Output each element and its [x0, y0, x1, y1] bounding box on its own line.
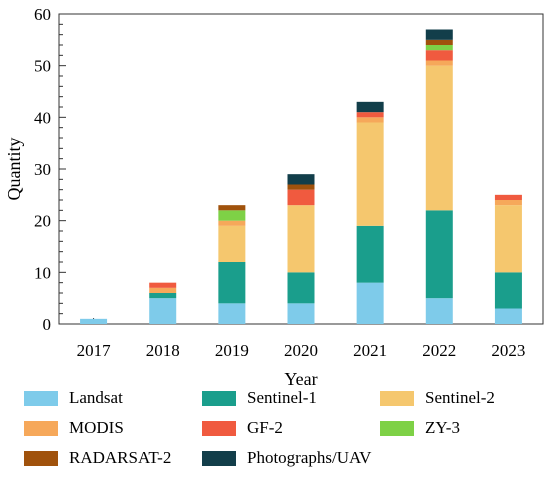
- y-tick-label: 40: [34, 108, 51, 127]
- y-axis-label: Quantity: [4, 138, 24, 201]
- y-tick-label: 10: [34, 263, 51, 282]
- bar-segment-gf-2: [425, 50, 453, 61]
- bar-segment-gf-2: [494, 194, 522, 200]
- bar-segment-landsat: [494, 308, 522, 324]
- bar-segment-landsat: [80, 318, 108, 324]
- bar-segment-sentinel-2: [218, 225, 246, 262]
- bar-segment-gf-2: [356, 112, 384, 118]
- y-tick-label: 0: [43, 315, 52, 334]
- bar-segment-sentinel-1: [425, 210, 453, 299]
- y-tick-label: 60: [34, 5, 51, 24]
- bar-segment-modis: [218, 220, 246, 226]
- y-tick-label: 50: [34, 57, 51, 76]
- bar-segment-modis: [356, 117, 384, 123]
- x-tick-label: 2022: [422, 341, 456, 360]
- bar-segment-landsat: [425, 298, 453, 324]
- bar-segment-zy-3: [218, 210, 246, 221]
- x-axis-label: Year: [284, 369, 317, 389]
- bar-segment-sentinel-1: [218, 262, 246, 304]
- x-tick-label: 2023: [491, 341, 525, 360]
- bar-segment-modis: [494, 200, 522, 206]
- x-tick-label: 2020: [284, 341, 318, 360]
- bar-segment-zy-3: [425, 45, 453, 51]
- bar-segment-radarsat-2: [425, 39, 453, 45]
- x-tick-label: 2019: [215, 341, 249, 360]
- y-axis: 0 10 20 30 40 50 60: [34, 5, 66, 334]
- bar-segment-gf-2: [149, 282, 177, 288]
- bar-segment-photographs-uav: [356, 101, 384, 113]
- x-axis: 2017 2018 2019 2020 2021 2022 2023: [77, 318, 525, 360]
- bars-group: [80, 29, 522, 324]
- bar-segment-sentinel-1: [494, 272, 522, 309]
- y-tick-label: 30: [34, 160, 51, 179]
- bar-segment-modis: [425, 60, 453, 66]
- y-tick-label: 20: [34, 212, 51, 231]
- bar-segment-sentinel-1: [287, 272, 315, 304]
- bar-segment-photographs-uav: [425, 29, 453, 40]
- x-tick-label: 2017: [77, 341, 112, 360]
- bar-segment-sentinel-1: [149, 293, 177, 299]
- x-tick-label: 2021: [353, 341, 387, 360]
- bar-segment-landsat: [287, 303, 315, 324]
- bar-segment-landsat: [356, 282, 384, 324]
- bar-segment-landsat: [218, 303, 246, 324]
- bar-segment-sentinel-2: [287, 205, 315, 273]
- bar-segment-radarsat-2: [287, 184, 315, 190]
- bar-segment-photographs-uav: [287, 174, 315, 185]
- bar-segment-gf-2: [287, 189, 315, 206]
- bar-segment-sentinel-2: [425, 65, 453, 211]
- x-tick-label: 2018: [146, 341, 180, 360]
- bar-segment-sentinel-2: [356, 122, 384, 226]
- bar-segment-modis: [149, 287, 177, 293]
- bar-segment-radarsat-2: [218, 205, 246, 211]
- bar-segment-sentinel-1: [356, 225, 384, 283]
- bar-segment-sentinel-2: [494, 205, 522, 273]
- bar-segment-landsat: [149, 298, 177, 324]
